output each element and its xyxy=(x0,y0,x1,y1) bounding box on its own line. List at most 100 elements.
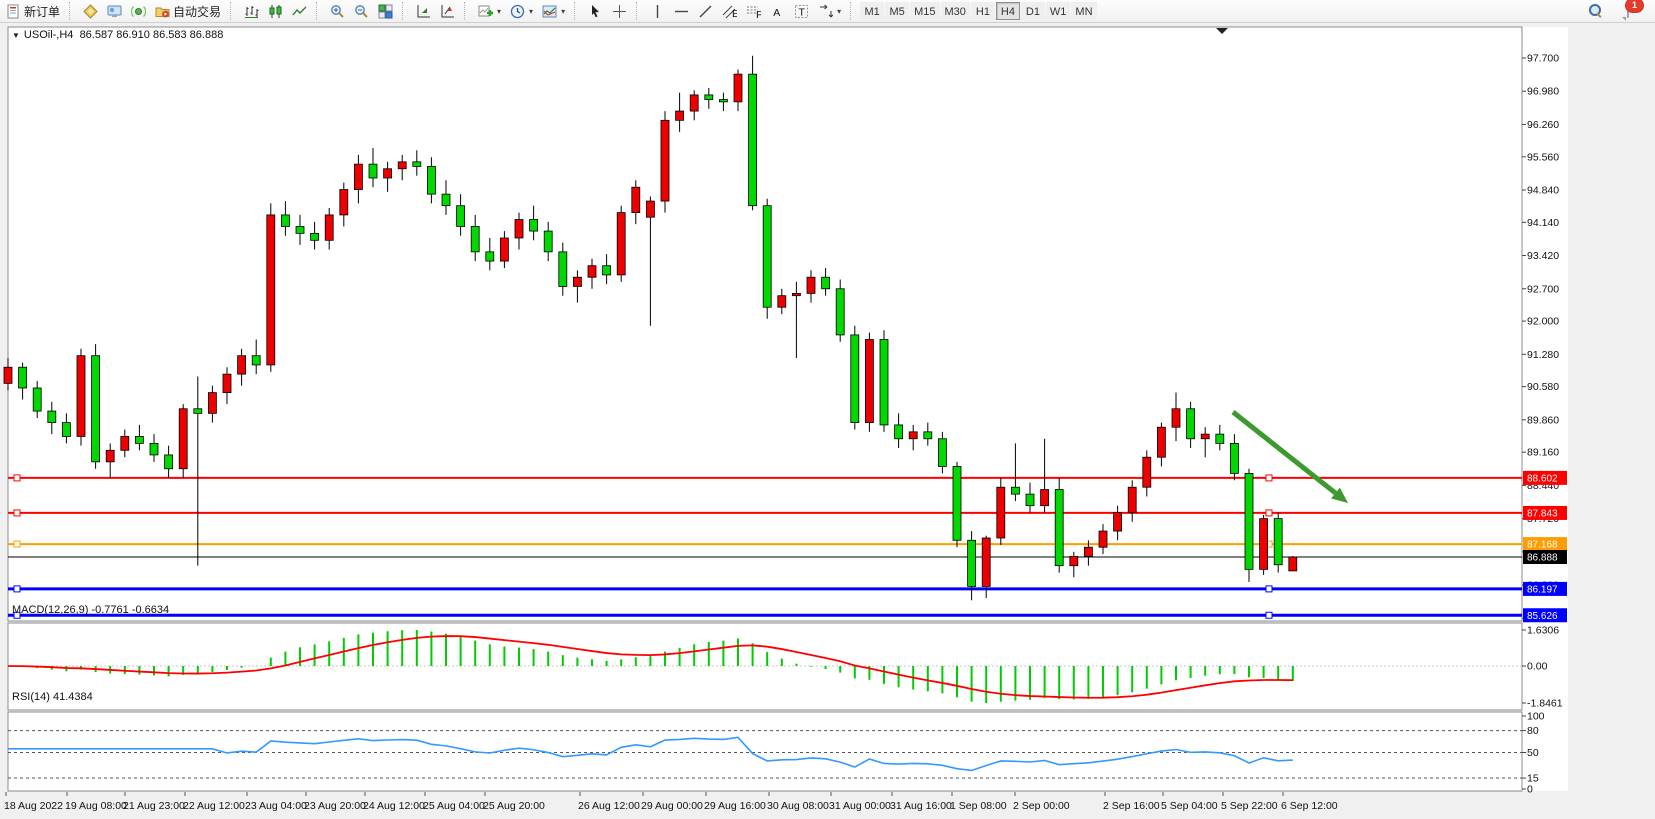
candle-body xyxy=(1288,556,1298,572)
candle-body xyxy=(777,295,787,308)
candle-body xyxy=(806,276,816,294)
tf-w1-button[interactable]: W1 xyxy=(1045,2,1071,20)
time-tick-label: 6 Sep 12:00 xyxy=(1281,800,1338,812)
templates-button[interactable]: ▾ xyxy=(538,1,569,21)
tf-mn-button[interactable]: MN xyxy=(1071,2,1097,20)
toolbar-separator xyxy=(316,2,322,20)
tiled-windows-icon xyxy=(378,4,393,18)
arrows-shapes-icon xyxy=(820,4,834,17)
dropdown-caret: ▾ xyxy=(497,6,502,16)
price-badge: 86.197 xyxy=(1527,584,1558,595)
time-tick-label: 22 Aug 12:00 xyxy=(183,800,245,812)
chart-bars-button[interactable] xyxy=(240,1,263,21)
time-tick-label: 29 Aug 00:00 xyxy=(641,800,703,812)
chart-candles-button[interactable] xyxy=(264,1,287,21)
symbol-period-label: USOil-,H4 xyxy=(23,29,74,41)
chart-shift-marker-icon[interactable] xyxy=(1216,28,1228,34)
rsi-indicator-label: RSI(14) 41.4384 xyxy=(12,691,93,703)
cursor-button[interactable] xyxy=(584,1,607,21)
time-tick-label: 5 Sep 22:00 xyxy=(1221,800,1278,812)
time-tick-label: 1 Sep 08:00 xyxy=(950,800,1007,812)
notifications-button[interactable]: 1 xyxy=(1615,0,1644,21)
time-tick-label: 21 Aug 23:00 xyxy=(123,800,185,812)
chart-line-button[interactable] xyxy=(288,1,311,21)
time-tick-label: 23 Aug 04:00 xyxy=(245,800,307,812)
trend-arrow-head[interactable] xyxy=(1331,487,1348,503)
horizontal-lines[interactable] xyxy=(8,474,1522,619)
text-label-button[interactable]: T xyxy=(790,1,813,21)
text-button[interactable]: A xyxy=(766,1,789,21)
zoom-in-button[interactable] xyxy=(326,1,349,21)
periods-button[interactable]: ▾ xyxy=(506,1,537,21)
candle-body xyxy=(470,226,480,253)
dropdown-caret: ▾ xyxy=(529,6,534,16)
candle-body xyxy=(456,205,466,227)
candle-body xyxy=(412,161,422,167)
rsi-scale-tick: 0 xyxy=(1527,784,1533,796)
tile-windows-button[interactable] xyxy=(374,1,397,21)
price-tick: 89.860 xyxy=(1527,414,1559,426)
trendline-button[interactable] xyxy=(694,1,717,21)
candle-body xyxy=(134,436,144,444)
candle-body xyxy=(353,163,363,190)
candle-body xyxy=(222,373,232,394)
channel-button[interactable]: E xyxy=(718,1,741,21)
price-tick: 92.700 xyxy=(1527,283,1559,295)
line-handle xyxy=(13,509,21,517)
price-tick: 95.560 xyxy=(1527,151,1559,163)
crosshair-button[interactable] xyxy=(608,1,631,21)
arrange-test-button[interactable] xyxy=(436,1,459,21)
candle-body xyxy=(310,232,320,241)
candle-body xyxy=(792,292,801,297)
new-order-button[interactable]: 新订单 xyxy=(2,1,64,21)
time-tick-label: 2 Sep 00:00 xyxy=(1013,800,1070,812)
boxed-t-icon: T xyxy=(795,4,809,18)
signal-button[interactable] xyxy=(127,1,150,21)
tf-h1-button[interactable]: H1 xyxy=(970,2,995,20)
new-chart-button[interactable]: ▾ xyxy=(474,1,505,21)
axes-marker-icon xyxy=(441,4,455,17)
rsi-scale-tick: 15 xyxy=(1527,773,1539,785)
candle-body xyxy=(821,276,830,290)
tf-m5-button[interactable]: M5 xyxy=(885,2,910,20)
trend-arrow[interactable] xyxy=(1231,410,1338,496)
terminal-button[interactable] xyxy=(103,1,126,21)
autotrading-label: 自动交易 xyxy=(173,4,222,19)
candle-body xyxy=(1127,486,1137,514)
shapes-button[interactable]: ▾ xyxy=(814,1,845,21)
toolbar-separator xyxy=(636,2,642,20)
arrange-profile-button[interactable] xyxy=(412,1,435,21)
equidistant-channel-icon: E xyxy=(722,5,737,19)
tf-m15-button[interactable]: M15 xyxy=(910,2,940,20)
candle-body xyxy=(689,94,699,112)
candle-body xyxy=(1186,408,1195,440)
search-button[interactable] xyxy=(1585,1,1607,21)
time-tick-label: 19 Aug 08:00 xyxy=(65,800,127,812)
tf-m1-button[interactable]: M1 xyxy=(860,2,885,20)
tf-m30-button[interactable]: M30 xyxy=(940,2,970,20)
candle-body xyxy=(1025,493,1035,507)
fibonacci-icon: F xyxy=(747,6,761,19)
autotrading-button[interactable]: 自动交易 xyxy=(151,1,225,21)
price-tick: 97.700 xyxy=(1527,53,1559,65)
tf-d1-button[interactable]: D1 xyxy=(1020,2,1045,20)
line-handle xyxy=(1265,474,1273,482)
candle-body xyxy=(631,186,641,214)
candle-body xyxy=(383,168,393,179)
zoom-out-button[interactable] xyxy=(350,1,373,21)
fibonacci-button[interactable]: F xyxy=(742,1,765,21)
hline-button[interactable] xyxy=(670,1,693,21)
tf-h4-button[interactable]: H4 xyxy=(995,2,1020,20)
candle-body xyxy=(762,205,772,308)
price-badge: 87.843 xyxy=(1527,508,1558,519)
candle-body xyxy=(485,251,495,262)
gold-instrument-button[interactable] xyxy=(79,1,102,21)
candlestick-icon xyxy=(269,4,282,18)
candle-body xyxy=(1084,546,1093,557)
vline-button[interactable] xyxy=(646,1,669,21)
candle-body xyxy=(1244,472,1254,570)
collapse-triangle-icon[interactable]: ▼ xyxy=(12,31,20,40)
chart-canvas[interactable]: 97.700 96.980 96.260 95.560 94.840 94.140 93.4… xyxy=(0,23,1655,819)
chart-plus-icon xyxy=(478,5,494,16)
